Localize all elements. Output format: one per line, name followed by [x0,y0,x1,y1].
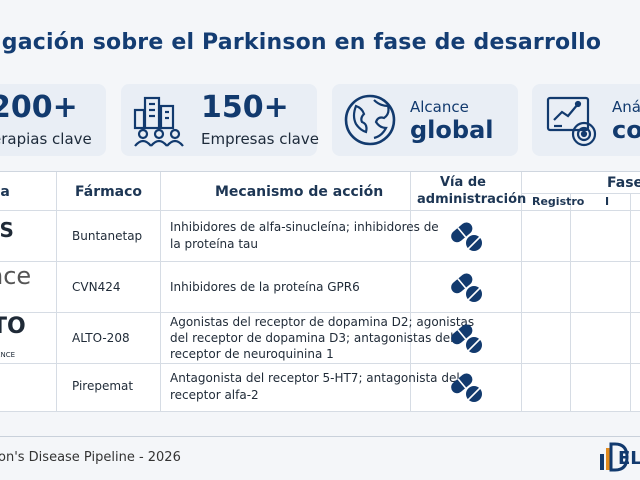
pills-icon [451,222,482,251]
row-company-logo: TO [0,314,26,339]
delveinsight-logo-icon [600,442,629,472]
row-company-logo: nce [0,262,32,290]
row-mechanism-line: Agonistas del receptor de dopamina D2; a… [170,315,475,329]
companies-icon [133,96,184,147]
header-phase: Fase [607,175,640,191]
header-phase-registro: Registro [532,195,585,208]
header-drug: Fármaco [75,184,143,200]
row-company-sub: IENCE [0,351,16,359]
stat-value: 150+ [201,90,289,125]
stat-card-scope: Alcance global [332,84,518,156]
row-mechanism-line: Inhibidores de alfa-sinucleína; inhibido… [170,220,439,234]
header-company: sa [0,184,10,200]
page-title: igación sobre el Parkinson en fase de de… [0,30,602,55]
pipeline-table: sa Fármaco Mecanismo de acción Vía de ad… [0,171,640,412]
logo-text: EL [618,448,640,469]
stat-label: Empresas clave [201,130,319,148]
row-mechanism-line: del receptor de dopamina D3; antagonista… [170,331,454,345]
row-mechanism-line: la proteína tau [170,237,258,251]
stat-value: co [612,116,640,144]
row-drug: Buntanetap [72,229,143,243]
row-drug: CVN424 [72,280,121,294]
row-mechanism-line: receptor alfa-2 [170,388,259,402]
row-company-logo: JS [0,218,14,242]
row-drug: ALTO-208 [72,331,130,345]
header-mechanism: Mecanismo de acción [215,184,384,200]
footer-text: on's Disease Pipeline - 2026 [0,450,181,465]
stat-prefix: Anál [612,98,640,116]
footer-divider [0,436,640,437]
stat-value: 200+ [0,90,78,125]
pills-icon [451,273,482,302]
stat-card-analysis: Anál co [532,84,640,156]
header-route-line1: Vía de [440,175,486,190]
analysis-icon [546,96,597,147]
header-phase-i: I [605,195,610,208]
row-drug: Pirepemat [72,379,134,393]
stat-label: erapias clave [0,130,92,148]
stat-value: global [410,116,494,144]
stat-card-therapies: 200+ erapias clave [0,84,106,156]
stat-card-companies: 150+ Empresas clave [121,84,319,156]
globe-icon [344,94,396,146]
pills-icon [451,324,482,353]
stat-prefix: Alcance [410,98,469,116]
row-mechanism-line: receptor de neuroquinina 1 [170,347,334,361]
row-mechanism-line: Inhibidores de la proteína GPR6 [170,280,360,294]
pills-icon [451,373,482,402]
header-route-line2: administración [417,192,527,207]
row-mechanism-line: Antagonista del receptor 5-HT7; antagoni… [170,371,460,385]
